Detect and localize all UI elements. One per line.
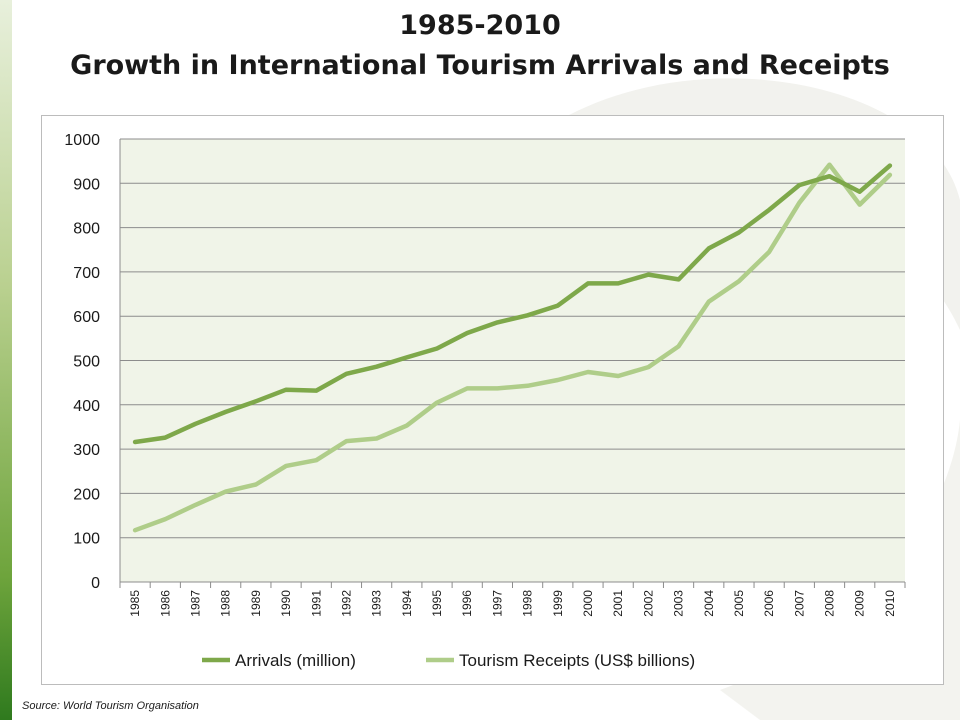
legend-label-arrivals: Arrivals (million) — [235, 651, 356, 670]
chart-frame: 0 100 200 300 400 500 600 700 800 900 1000 1985 1986… — [41, 115, 944, 685]
y-tick-label: 900 — [73, 176, 100, 193]
y-tick-label: 1000 — [64, 132, 100, 149]
x-tick-label: 1985 — [128, 590, 142, 617]
x-tick-label: 2002 — [641, 590, 655, 617]
x-tick-label: 2009 — [853, 590, 867, 617]
series-line-receipts — [132, 162, 893, 533]
x-tick-label: 2003 — [672, 590, 686, 617]
x-tick-label: 1995 — [430, 590, 444, 617]
x-tick-label: 2006 — [762, 590, 776, 617]
series-line-arrivals — [132, 163, 893, 445]
x-tick-label: 1993 — [370, 590, 384, 617]
x-tick-label: 1989 — [249, 590, 263, 617]
x-tick-label: 2010 — [883, 590, 897, 617]
x-tick-label: 1994 — [400, 590, 414, 617]
title-line-heading: Growth in International Tourism Arrivals… — [70, 50, 890, 81]
left-accent-bar — [0, 0, 12, 720]
legend-label-receipts: Tourism Receipts (US$ billions) — [459, 651, 695, 670]
x-tick-label: 1987 — [188, 590, 202, 617]
x-tick-label: 1991 — [309, 590, 323, 617]
x-tick-label: 2005 — [732, 590, 746, 617]
chart-title: 1985-2010 Growth in International Touris… — [0, 6, 960, 86]
y-tick-label: 500 — [73, 354, 100, 371]
x-tick-label: 2000 — [581, 590, 595, 617]
x-tick-label: 1986 — [158, 590, 172, 617]
x-tick-label: 1990 — [279, 590, 293, 617]
y-tick-label: 700 — [73, 265, 100, 282]
x-tick-label: 1998 — [521, 590, 535, 617]
x-tick-label: 1996 — [460, 590, 474, 617]
y-tick-label: 0 — [91, 575, 100, 592]
x-tick-label: 1999 — [551, 590, 565, 617]
x-tick-label: 1992 — [339, 590, 353, 617]
y-tick-label: 600 — [73, 309, 100, 326]
y-tick-label: 300 — [73, 442, 100, 459]
line-chart: 0 100 200 300 400 500 600 700 800 900 1000 1985 1986… — [64, 132, 906, 670]
y-tick-label: 200 — [73, 486, 100, 503]
x-tick-label: 1988 — [219, 590, 233, 617]
x-tick-label: 2004 — [702, 590, 716, 617]
y-tick-label: 800 — [73, 221, 100, 238]
x-tick-label: 1997 — [490, 590, 504, 617]
x-tick-label: 2001 — [611, 590, 625, 617]
source-note: Source: World Tourism Organisation — [22, 700, 199, 712]
x-tick-label: 2008 — [823, 590, 837, 617]
title-line-years: 1985-2010 — [399, 10, 561, 41]
y-tick-label: 400 — [73, 398, 100, 415]
y-tick-label: 100 — [73, 531, 100, 548]
x-tick-label: 2007 — [792, 590, 806, 617]
